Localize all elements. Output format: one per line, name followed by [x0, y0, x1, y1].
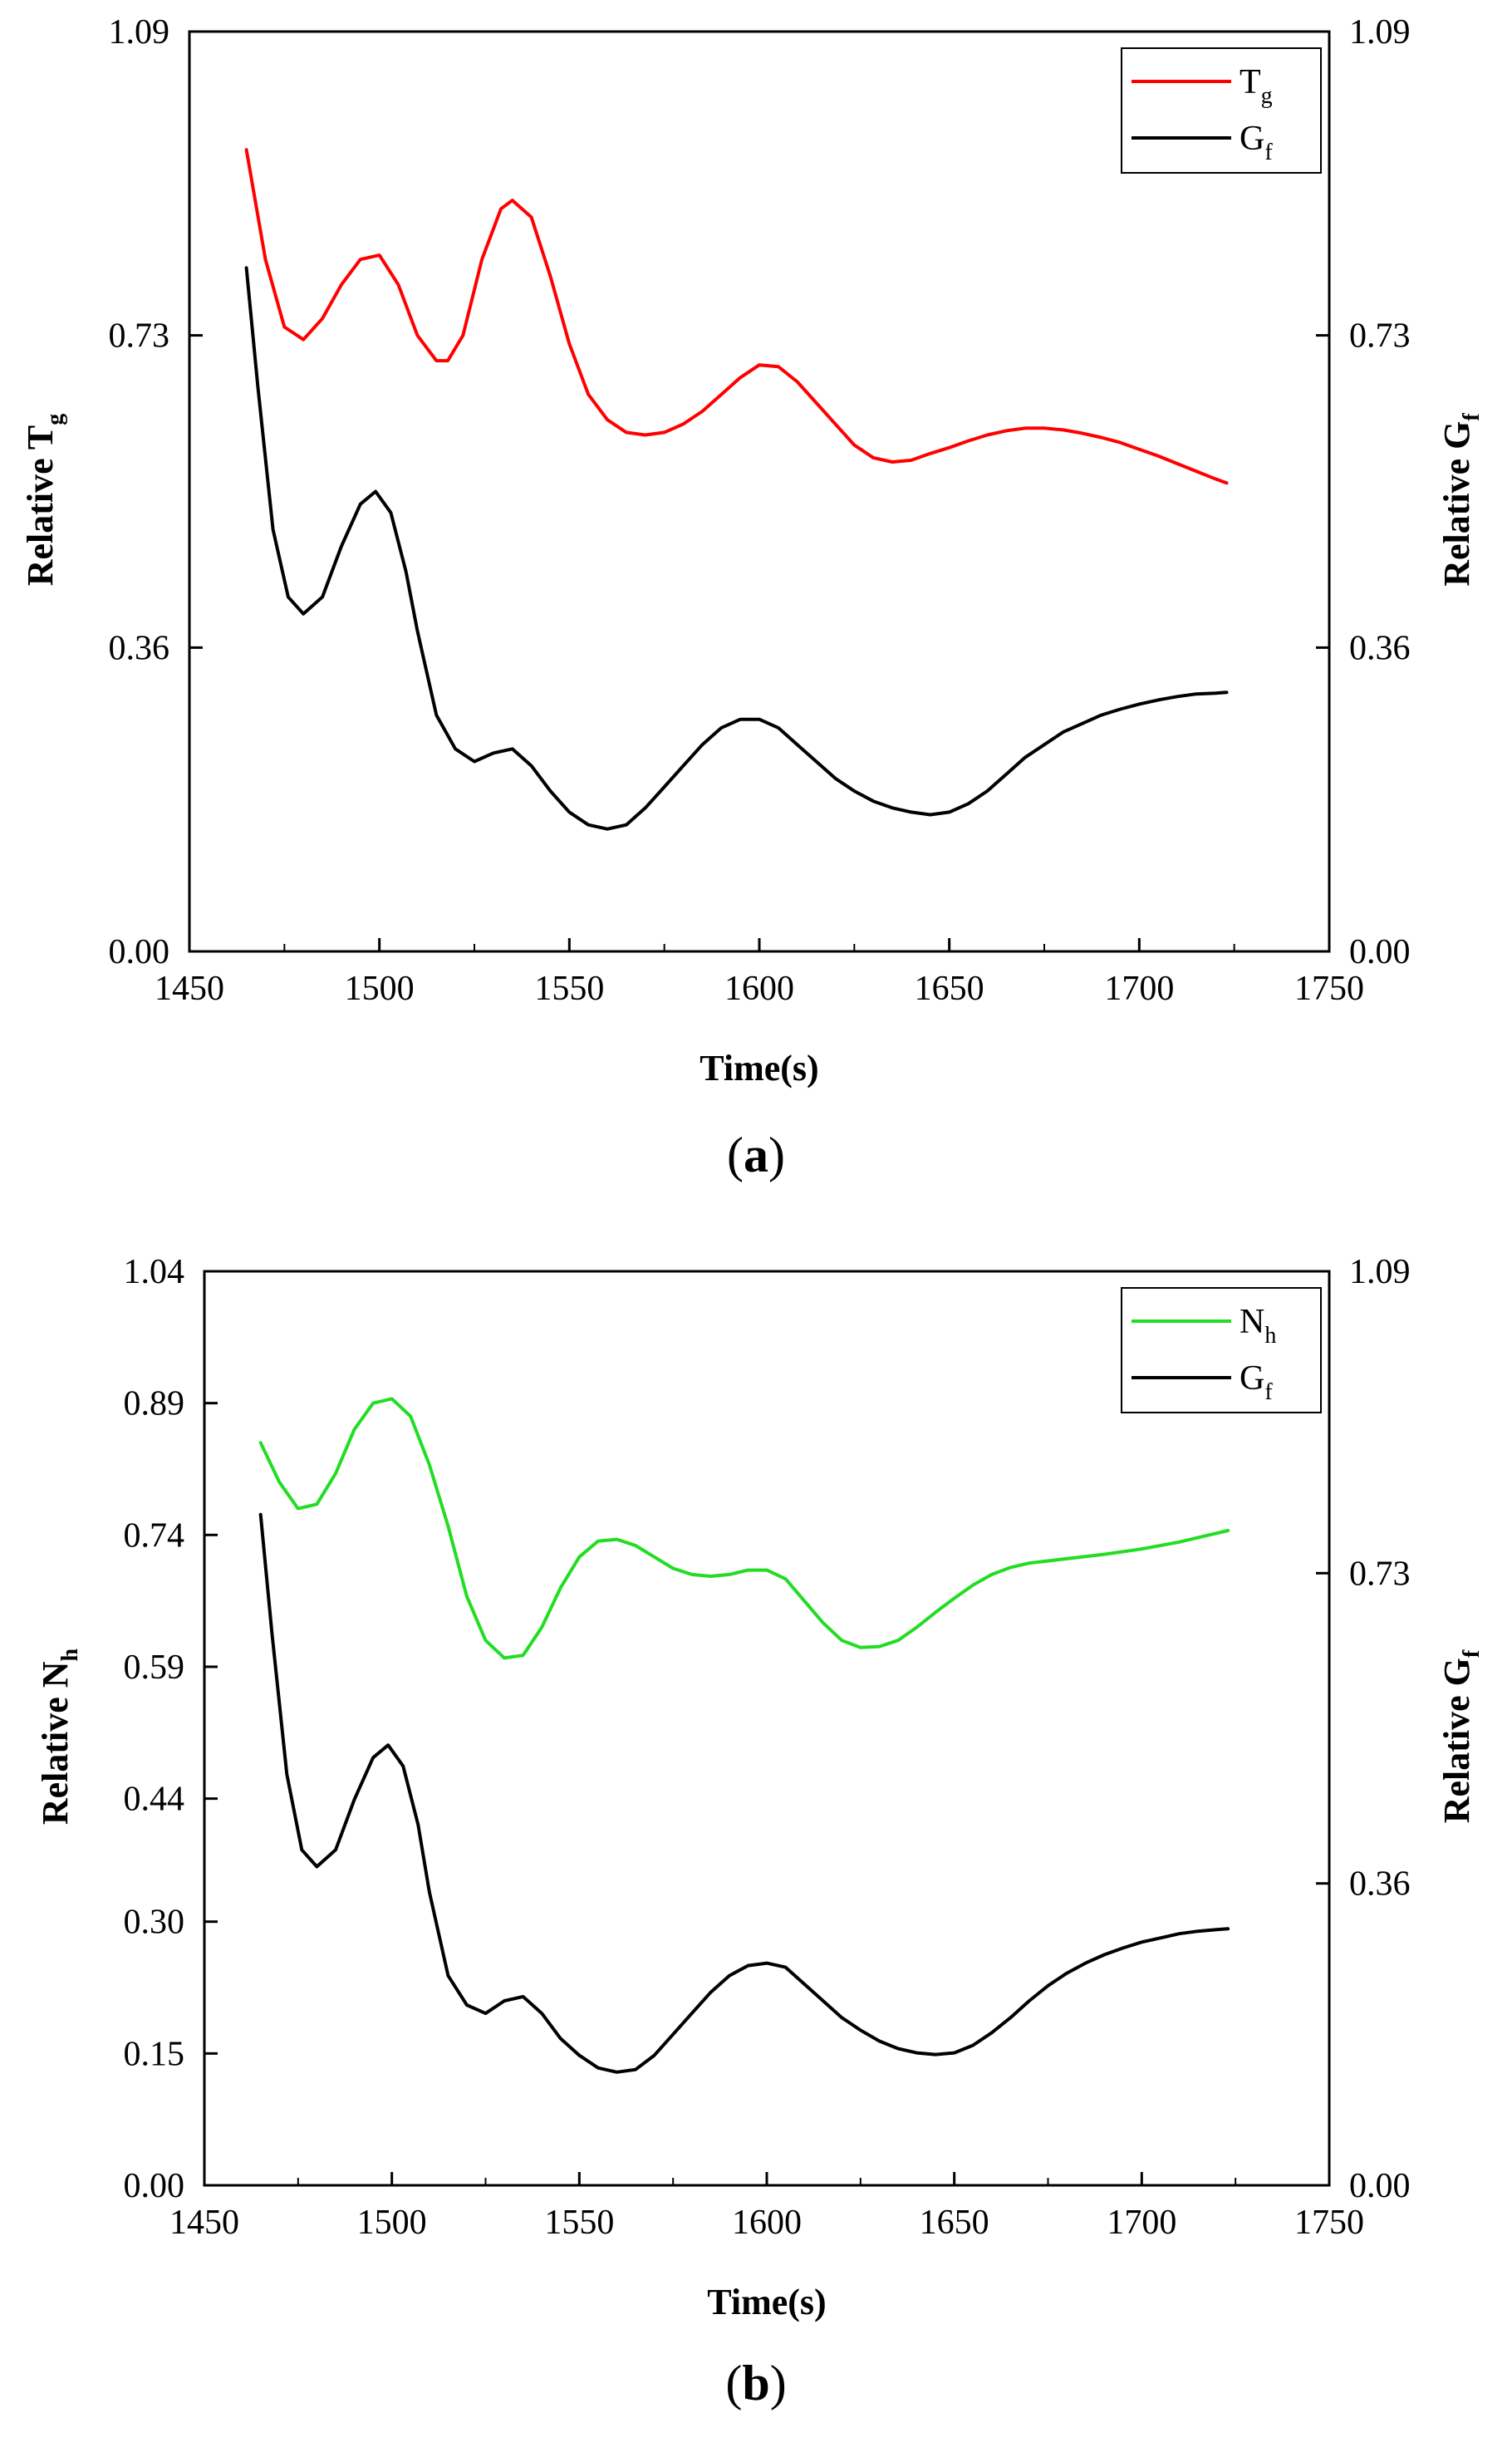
y-right-tick-label: 0.73 — [1349, 317, 1411, 356]
panel-label-letter: a — [744, 1128, 768, 1182]
y-left-tick-label: 0.30 — [124, 1904, 185, 1942]
y-right-tick-label: 0.36 — [1349, 629, 1411, 667]
y-right-axis-title-text: Relative G — [1436, 421, 1477, 587]
x-tick-label: 1550 — [544, 2204, 614, 2242]
legend-entry-name: T — [1240, 63, 1261, 101]
y-right-axis-title-sub: f — [1459, 1649, 1485, 1658]
x-axis-title: Time(s) — [700, 1048, 818, 1088]
legend-entry-name: N — [1240, 1303, 1264, 1341]
x-tick-label: 1700 — [1107, 2204, 1176, 2242]
y-right-tick-label: 0.73 — [1349, 1555, 1411, 1593]
y-right-axis-title-text: Relative G — [1436, 1658, 1477, 1823]
x-tick-label: 1550 — [534, 970, 604, 1008]
x-tick-label: 1450 — [169, 2204, 239, 2242]
y-left-tick-label: 1.09 — [109, 13, 170, 52]
y-left-tick-label: 0.74 — [124, 1516, 185, 1555]
y-left-tick-label: 0.89 — [124, 1385, 185, 1423]
legend-entry-name: G — [1240, 120, 1264, 158]
y-right-tick-label: 0.36 — [1349, 1865, 1411, 1904]
y-left-tick-label: 0.15 — [124, 2035, 185, 2073]
legend-box — [1121, 1287, 1322, 1413]
y-right-tick-label: 1.09 — [1349, 13, 1411, 52]
y-left-tick-label: 0.59 — [124, 1649, 185, 1687]
x-tick-label: 1750 — [1294, 2204, 1364, 2242]
y-left-tick-label: 0.73 — [109, 317, 170, 356]
legend-box — [1121, 47, 1322, 174]
legend-entry: Tg — [1240, 63, 1273, 109]
panel-label: (b) — [725, 2356, 786, 2410]
panel-label: (a) — [727, 1128, 785, 1182]
y-right-axis-title: Relative Gf — [1436, 1649, 1485, 1823]
y-right-tick-label: 0.00 — [1349, 2167, 1411, 2205]
legend-entry-sub: h — [1264, 1323, 1276, 1349]
x-tick-label: 1450 — [155, 970, 224, 1008]
x-tick-label: 1600 — [732, 2204, 802, 2242]
series-line-nh — [258, 1397, 1230, 1660]
legend-entry-sub: g — [1261, 83, 1273, 109]
legend-entry: Gf — [1240, 1359, 1273, 1405]
panel-label-open: ( — [725, 2356, 742, 2410]
x-tick-label: 1650 — [915, 970, 984, 1008]
series-line-gf — [258, 1512, 1230, 2074]
y-left-axis-title: Relative Tg — [20, 414, 68, 587]
chart-panel-a: 1450 1500 1550 1600 1650 1700 17500.000.360.73… — [20, 13, 1485, 1182]
panel-label-letter: b — [742, 2356, 769, 2410]
panel-label-open: ( — [727, 1128, 744, 1182]
series-line-gf — [244, 266, 1229, 831]
y-right-tick-label: 1.09 — [1349, 1253, 1411, 1291]
y-left-axis-title: Relative Nh — [35, 1648, 83, 1825]
chart-panel-b: 1450 1500 1550 1600 1650 1700 17500.000.150.30… — [35, 1253, 1485, 2410]
y-right-axis-title-sub: f — [1459, 413, 1485, 421]
panel-label-close: ) — [770, 2356, 787, 2410]
y-left-axis-title-sub: g — [42, 414, 68, 425]
x-tick-label: 1650 — [920, 2204, 989, 2242]
y-left-tick-label: 0.00 — [124, 2167, 185, 2205]
legend-entry-name: G — [1240, 1359, 1264, 1398]
legend-entry: Gf — [1240, 120, 1273, 165]
y-right-tick-label: 0.00 — [1349, 933, 1411, 971]
x-tick-label: 1500 — [357, 2204, 427, 2242]
y-left-tick-label: 0.44 — [124, 1781, 185, 1819]
legend-entry-sub: f — [1264, 140, 1273, 165]
legend-entry: Nh — [1240, 1303, 1276, 1349]
y-left-axis-title-text: Relative T — [20, 425, 61, 587]
y-left-axis-title-text: Relative N — [35, 1661, 76, 1825]
x-tick-label: 1750 — [1294, 970, 1364, 1008]
y-right-axis-title: Relative Gf — [1436, 413, 1485, 587]
y-left-tick-label: 1.04 — [124, 1253, 185, 1291]
x-tick-label: 1500 — [345, 970, 415, 1008]
x-tick-label: 1600 — [724, 970, 794, 1008]
y-left-tick-label: 0.00 — [109, 933, 170, 971]
y-left-tick-label: 0.36 — [109, 629, 170, 667]
y-left-axis-title-sub: h — [57, 1648, 83, 1661]
legend-entry-sub: f — [1264, 1379, 1273, 1405]
x-tick-label: 1700 — [1104, 970, 1174, 1008]
series-line-tg — [244, 148, 1229, 485]
panel-label-close: ) — [768, 1128, 785, 1182]
x-axis-title: Time(s) — [707, 2282, 826, 2322]
